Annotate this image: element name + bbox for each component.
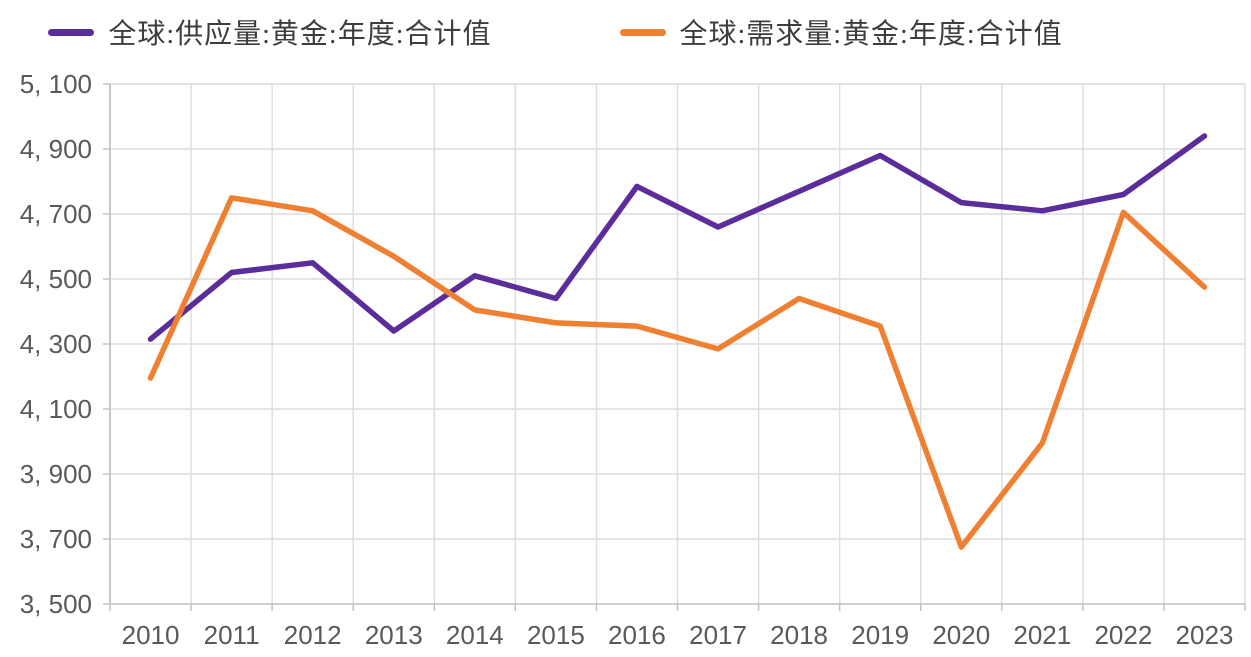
x-axis-tick-label: 2013 bbox=[365, 620, 423, 650]
x-axis-tick-label: 2010 bbox=[122, 620, 180, 650]
demand-line-swatch-icon bbox=[619, 28, 666, 36]
x-axis-tick-label: 2021 bbox=[1013, 620, 1071, 650]
y-axis-tick-label: 4, 300 bbox=[20, 329, 92, 359]
y-axis-tick-label: 5, 100 bbox=[20, 69, 92, 99]
x-axis-tick-label: 2023 bbox=[1176, 620, 1234, 650]
legend-item-supply: 全球:供应量:黄金:年度:合计值 bbox=[48, 12, 491, 52]
y-axis-tick-label: 3, 900 bbox=[20, 459, 92, 489]
x-axis-tick-label: 2017 bbox=[689, 620, 747, 650]
x-axis-tick-label: 2015 bbox=[527, 620, 585, 650]
x-axis-tick-label: 2022 bbox=[1094, 620, 1152, 650]
y-axis-tick-label: 4, 100 bbox=[20, 394, 92, 424]
x-axis-tick-label: 2014 bbox=[446, 620, 504, 650]
y-axis-tick-label: 4, 700 bbox=[20, 199, 92, 229]
y-axis-tick-label: 3, 700 bbox=[20, 524, 92, 554]
chart-legend: 全球:供应量:黄金:年度:合计值 全球:需求量:黄金:年度:合计值 bbox=[0, 12, 1251, 52]
y-axis-tick-label: 3, 500 bbox=[20, 589, 92, 619]
x-axis-tick-label: 2020 bbox=[932, 620, 990, 650]
x-axis-tick-label: 2019 bbox=[851, 620, 909, 650]
x-axis-tick-label: 2011 bbox=[204, 620, 260, 650]
x-axis-tick-label: 2018 bbox=[770, 620, 828, 650]
demand-line-series bbox=[147, 195, 1208, 550]
legend-item-demand: 全球:需求量:黄金:年度:合计值 bbox=[619, 12, 1063, 52]
x-axis-tick-label: 2012 bbox=[284, 620, 342, 650]
y-axis-tick-label: 4, 500 bbox=[20, 264, 92, 294]
supply-line-swatch-icon bbox=[48, 28, 95, 36]
supply-line-series bbox=[147, 133, 1208, 342]
y-axis-tick-label: 4, 900 bbox=[20, 134, 92, 164]
x-axis-tick-label: 2016 bbox=[608, 620, 666, 650]
supply-legend-label: 全球:供应量:黄金:年度:合计值 bbox=[108, 19, 492, 50]
demand-legend-label: 全球:需求量:黄金:年度:合计值 bbox=[679, 19, 1063, 50]
